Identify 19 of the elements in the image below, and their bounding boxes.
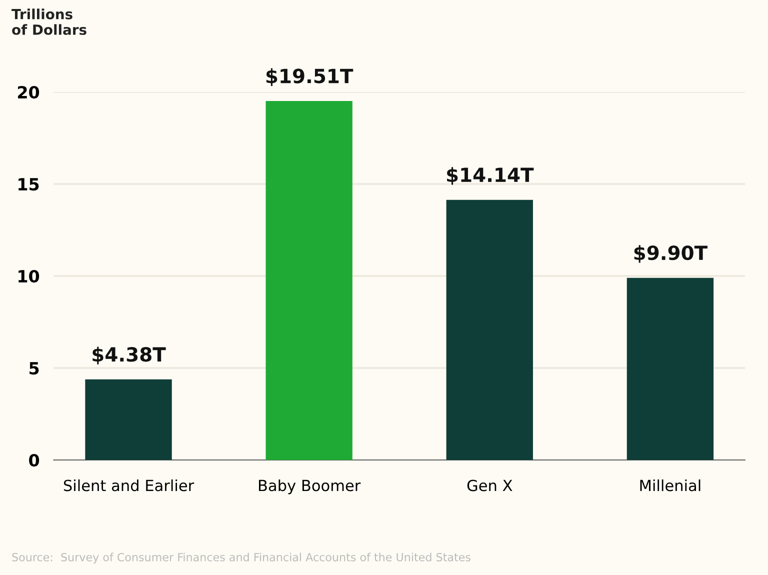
bar — [446, 200, 533, 460]
y-tick-label: 20 — [18, 86, 40, 99]
x-tick-label: Silent and Earlier — [64, 479, 194, 492]
bar — [266, 101, 352, 460]
y-tick-label: 15 — [18, 178, 39, 191]
data-label: $9.90T — [634, 245, 708, 263]
y-tick-label: 5 — [30, 362, 39, 375]
y-axis-title: Trillions of Dollars — [12, 8, 86, 35]
data-label: $4.38T — [92, 346, 166, 364]
data-label: $19.51T — [266, 68, 354, 86]
x-tick-label: Baby Boomer — [258, 479, 361, 494]
x-tick-label: Gen X — [467, 480, 512, 492]
data-label: $14.14T — [447, 167, 534, 185]
y-tick-label: 10 — [18, 270, 40, 283]
bar — [85, 379, 172, 460]
x-tick-label: Millenial — [640, 479, 700, 492]
y-tick-label: 0 — [29, 454, 40, 467]
source-note: Source: Survey of Consumer Finances and Financial Accounts of the United States — [12, 552, 470, 564]
bar — [626, 278, 714, 460]
